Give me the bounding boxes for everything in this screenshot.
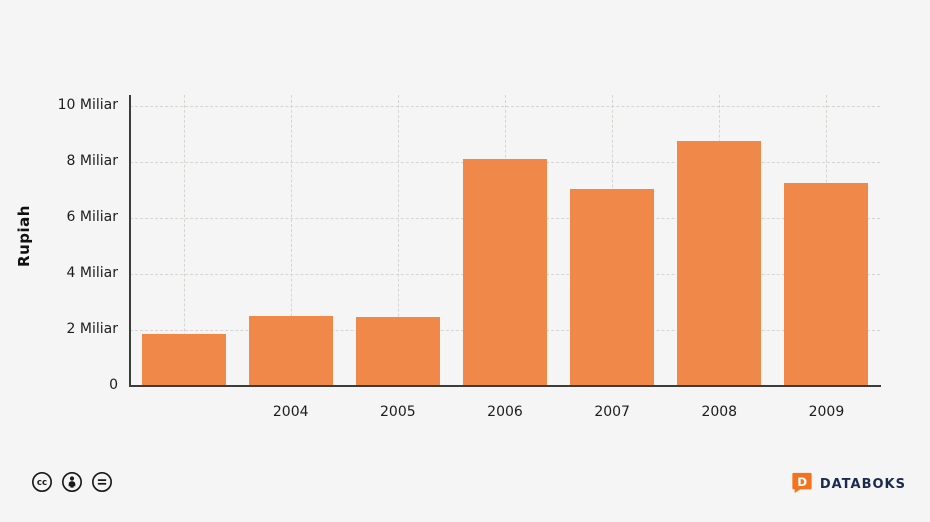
databoks-branding: D DATABOKS bbox=[791, 471, 906, 497]
bar[interactable] bbox=[463, 159, 547, 386]
y-axis-line bbox=[129, 95, 131, 386]
svg-text:D: D bbox=[797, 475, 807, 489]
x-axis-line bbox=[129, 385, 881, 387]
y-tick-label: 10 Miliar bbox=[57, 97, 118, 113]
x-tick-label: 2009 bbox=[808, 404, 845, 420]
y-tick-label: 2 Miliar bbox=[66, 321, 118, 337]
y-tick-label: 6 Miliar bbox=[66, 209, 118, 225]
plot-area bbox=[129, 95, 881, 387]
v-gridline bbox=[397, 95, 399, 386]
creative-commons-license: cc bbox=[31, 471, 113, 493]
x-tick-label: 2008 bbox=[701, 404, 738, 420]
x-tick-label: 2005 bbox=[380, 404, 416, 420]
databoks-logo-icon: D bbox=[791, 471, 813, 497]
y-tick-label: 0 bbox=[109, 377, 118, 393]
y-tick-label: 8 Miliar bbox=[66, 153, 118, 169]
y-tick-label: 4 Miliar bbox=[66, 265, 118, 281]
equal-icon bbox=[91, 471, 113, 493]
bar[interactable] bbox=[355, 317, 440, 386]
v-gridline bbox=[290, 95, 292, 386]
attribution-icon bbox=[61, 471, 83, 493]
v-gridline bbox=[183, 95, 185, 386]
databoks-wordmark: DATABOKS bbox=[819, 476, 906, 492]
x-tick-label: 2006 bbox=[487, 404, 523, 420]
bar[interactable] bbox=[784, 183, 869, 386]
bar[interactable] bbox=[248, 316, 333, 386]
x-tick-label: 2004 bbox=[272, 404, 309, 420]
bar[interactable] bbox=[141, 334, 226, 386]
x-tick-label: 2007 bbox=[594, 404, 630, 420]
svg-text:cc: cc bbox=[37, 478, 47, 488]
bar[interactable] bbox=[677, 141, 762, 386]
bar[interactable] bbox=[570, 188, 655, 386]
cc-icon: cc bbox=[31, 471, 53, 493]
